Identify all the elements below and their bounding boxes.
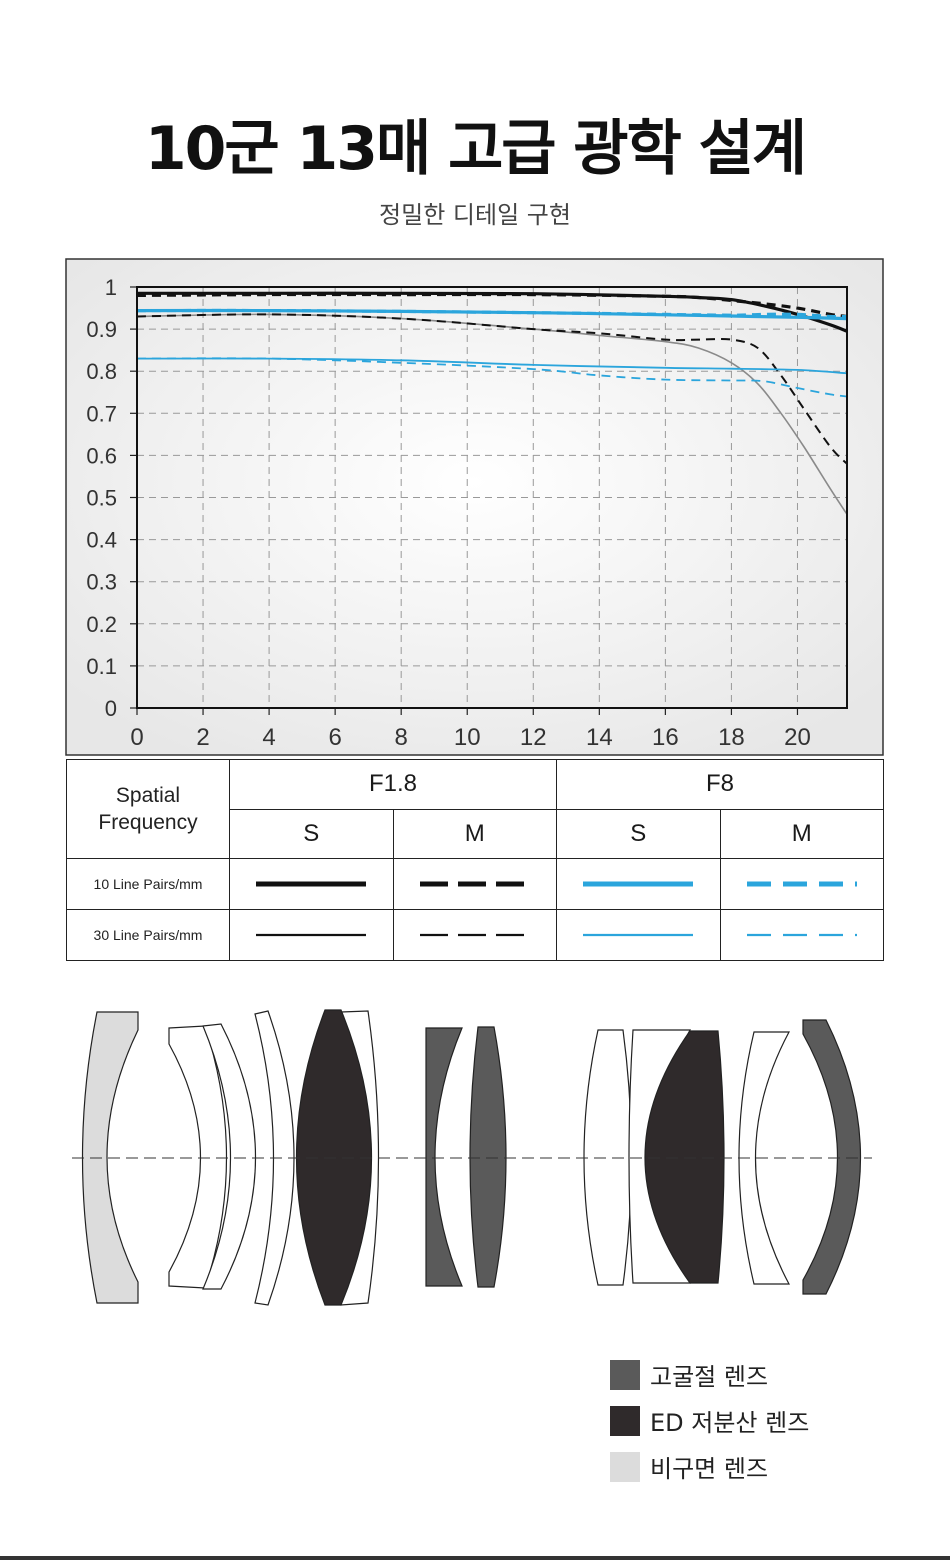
sample-cell [556, 858, 721, 911]
sample-cell [719, 858, 884, 911]
type-header-f8-meridional: M [719, 808, 884, 860]
x-tick-label: 4 [262, 724, 275, 751]
series-line [136, 313, 848, 465]
row-label-30lp: 30 Line Pairs/mm [66, 909, 230, 961]
x-tick-label: 16 [652, 724, 679, 751]
y-tick-label: 0.7 [86, 401, 117, 426]
line-sample [419, 881, 530, 887]
y-tick-label: 0.3 [86, 570, 117, 595]
y-tick-label: 0.2 [86, 612, 117, 637]
lens-element-3 [202, 1023, 256, 1290]
x-tick-label: 2 [196, 724, 209, 751]
type-header-f8-sagittal: S [556, 808, 721, 860]
chart-frame [65, 258, 884, 756]
sample-cell [392, 909, 557, 961]
legend-swatch [610, 1406, 640, 1436]
x-tick-label: 20 [784, 724, 811, 751]
y-tick-label: 0.1 [86, 654, 117, 679]
y-tick-label: 1 [105, 275, 117, 300]
plot-area-border [136, 286, 848, 709]
bottom-divider [0, 1556, 950, 1560]
lens-construction-diagram [72, 1009, 872, 1306]
sample-cell [392, 858, 557, 911]
lens-element-11-ed [644, 1030, 725, 1284]
type-header-f1-8-sagittal: S [229, 808, 394, 860]
lens-element-1-aspherical [81, 1011, 139, 1304]
lens-element-2 [168, 1025, 228, 1289]
y-tick-label: 0.4 [86, 528, 117, 553]
line-sample [746, 881, 857, 887]
line-sample [583, 934, 694, 937]
aperture-header-f8: F8 [556, 759, 884, 810]
sample-cell [719, 909, 884, 961]
x-tick-label: 8 [395, 724, 408, 751]
y-tick-label: 0.9 [86, 317, 117, 342]
y-tick-label: 0 [105, 696, 117, 721]
legend-label: 고굴절 렌즈 [650, 1363, 769, 1391]
line-sample [256, 934, 367, 937]
lens-element-13-high-refractive [802, 1019, 862, 1295]
spatial-frequency-header: Spatial Frequency [66, 758, 230, 860]
x-tick-label: 10 [454, 724, 481, 751]
type-header-f1-8-meridional: M [392, 808, 557, 860]
x-tick-label: 6 [328, 724, 341, 751]
lens-element-8-high-refractive [469, 1026, 507, 1288]
line-sample [419, 934, 530, 937]
x-tick-label: 12 [520, 724, 547, 751]
mtf-legend-table: Spatial Frequency F1.8 F8 S M S M 10 Lin… [66, 758, 884, 961]
series-line [136, 357, 848, 398]
table-row: 30 Line Pairs/mm [66, 909, 884, 961]
line-sample [746, 934, 857, 937]
sample-cell [556, 909, 721, 961]
x-tick-label: 0 [130, 724, 143, 751]
page-title: 10군 13매 고급 광학 설계 [144, 114, 807, 184]
sample-cell [229, 909, 394, 961]
x-tick-label: 14 [586, 724, 613, 751]
y-tick-label: 0.6 [86, 443, 117, 468]
legend-swatch [610, 1360, 640, 1390]
line-sample [583, 881, 694, 887]
sample-cell [229, 858, 394, 911]
legend-label: 비구면 렌즈 [650, 1455, 769, 1483]
y-tick-label: 0.8 [86, 359, 117, 384]
x-tick-label: 18 [718, 724, 745, 751]
lens-element-9 [583, 1029, 633, 1286]
series-line [136, 308, 848, 319]
line-sample [256, 881, 367, 887]
series-line [136, 292, 848, 319]
page-subtitle: 정밀한 디테일 구현 [379, 201, 571, 229]
legend-label: ED 저분산 렌즈 [650, 1409, 810, 1437]
lens-element-12 [738, 1031, 790, 1285]
series-line [136, 357, 848, 375]
table-row: 10 Line Pairs/mm [66, 858, 884, 911]
legend-swatch [610, 1452, 640, 1482]
y-tick-label: 0.5 [86, 486, 117, 511]
lens-element-7-high-refractive [425, 1027, 463, 1287]
mtf-chart: 00.10.20.30.40.50.60.70.80.910 2 4 6 8 10 12 14… [65, 258, 884, 756]
aperture-header-f1-8: F1.8 [229, 759, 557, 810]
row-label-10lp: 10 Line Pairs/mm [66, 858, 230, 911]
